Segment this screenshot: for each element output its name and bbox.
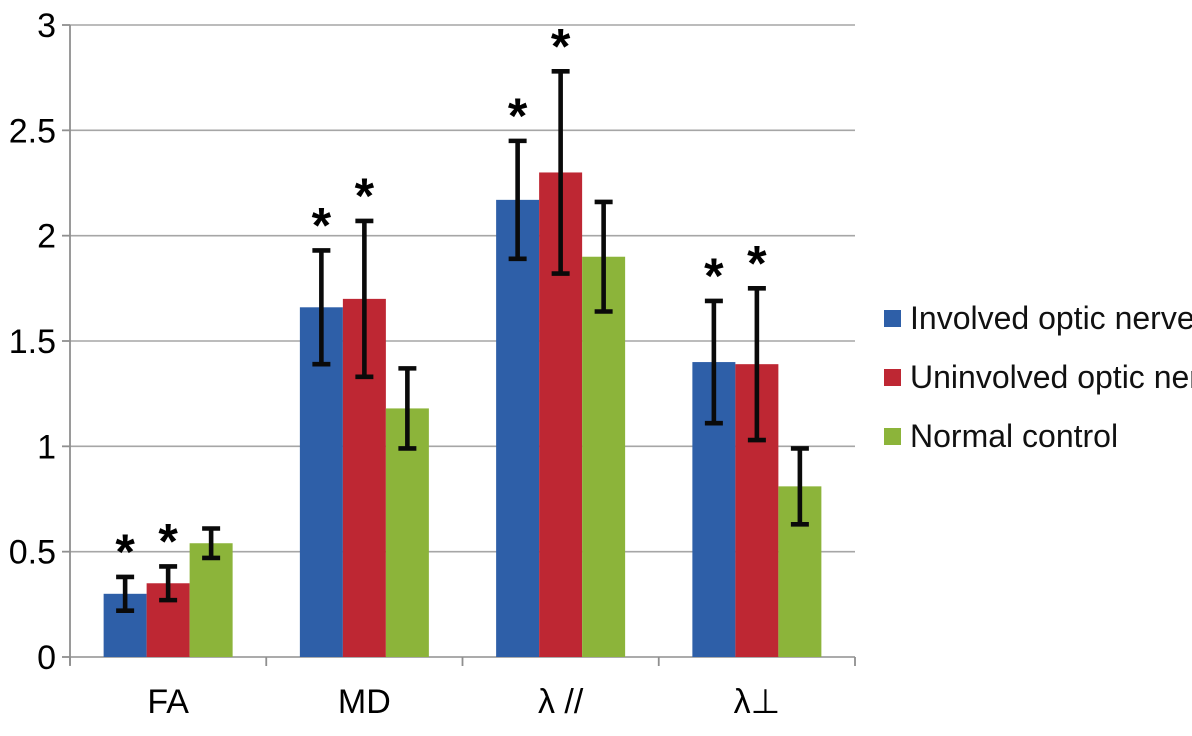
significance-asterisk: * <box>355 168 375 224</box>
y-tick-label-1.5: 1.5 <box>9 323 56 361</box>
y-tick-label-0: 0 <box>37 639 56 677</box>
y-tick-label-0.5: 0.5 <box>9 534 56 572</box>
legend-swatch-involved-icon <box>884 309 901 327</box>
y-tick-label-2: 2 <box>37 218 56 256</box>
significance-asterisk: * <box>115 524 135 580</box>
y-tick-label-3: 3 <box>37 7 56 45</box>
x-category-label-1: FA <box>147 683 189 721</box>
bar-λ //-normal-control <box>582 256 626 657</box>
significance-asterisk: * <box>747 235 767 291</box>
legend-item-uninvolved: Uninvolved optic nerve <box>884 359 1192 395</box>
legend-label-normal: Normal control <box>910 418 1119 454</box>
x-category-label-3: λ // <box>538 683 584 721</box>
significance-asterisk: * <box>158 513 178 569</box>
legend-item-involved: Involved optic nerve <box>884 300 1192 336</box>
y-tick-label-2.5: 2.5 <box>9 112 56 150</box>
x-category-label-2: MD <box>338 683 391 721</box>
significance-asterisk: * <box>551 18 571 74</box>
legend-swatch-normal-icon <box>884 427 901 445</box>
bar-λ //-involved-optic-nerve <box>496 199 540 657</box>
bar-FA-normal-control <box>189 543 233 657</box>
legend-swatch-uninvolved-icon <box>884 368 901 386</box>
y-tick-label-1: 1 <box>37 428 56 466</box>
chart-legend: Involved optic nerve Uninvolved optic ne… <box>884 300 1192 477</box>
legend-item-normal: Normal control <box>884 418 1192 454</box>
significance-asterisk: * <box>508 88 528 144</box>
legend-label-uninvolved: Uninvolved optic nerve <box>910 359 1192 395</box>
significance-asterisk: * <box>704 248 724 304</box>
x-category-label-4: λ⊥ <box>734 683 781 721</box>
legend-label-involved: Involved optic nerve <box>910 300 1192 336</box>
significance-asterisk: * <box>312 197 332 253</box>
